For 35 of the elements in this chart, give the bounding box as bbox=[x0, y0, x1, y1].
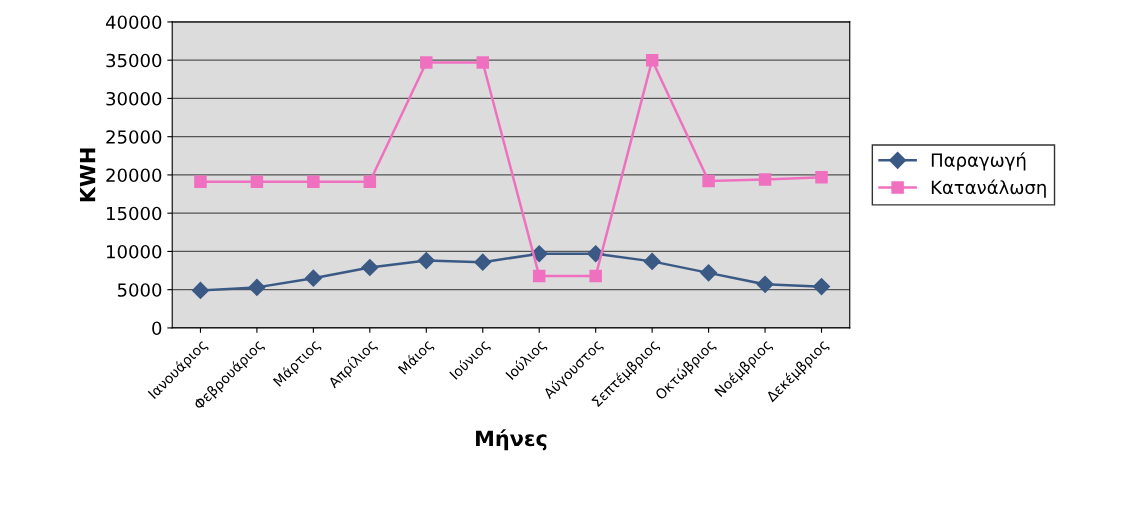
point bbox=[474, 253, 492, 271]
y-tick-label: 30000 bbox=[106, 91, 162, 106]
point bbox=[643, 252, 661, 270]
point bbox=[756, 275, 774, 293]
point bbox=[700, 264, 718, 282]
point bbox=[304, 269, 322, 287]
point bbox=[812, 278, 831, 296]
legend-label: Κατανάλωση bbox=[931, 179, 1046, 198]
y-tick-label: 5000 bbox=[117, 283, 162, 297]
point bbox=[361, 258, 379, 277]
point bbox=[815, 170, 828, 184]
y-tick-label: 10000 bbox=[107, 244, 162, 259]
point bbox=[417, 252, 435, 270]
point bbox=[250, 175, 264, 189]
point bbox=[702, 174, 715, 188]
y-tick-label: 25000 bbox=[106, 130, 162, 144]
y-tick-label: 35000 bbox=[106, 53, 162, 68]
point bbox=[589, 269, 602, 283]
legend-label: Παραγωγή bbox=[931, 152, 1026, 171]
x-axis-title: Μήνες bbox=[476, 429, 547, 451]
point bbox=[363, 175, 377, 189]
point bbox=[476, 56, 490, 69]
y-axis-title: KWH bbox=[79, 148, 96, 202]
point bbox=[420, 56, 433, 69]
y-tick-label: 0 bbox=[152, 321, 162, 336]
y-tick-label: 15000 bbox=[107, 206, 162, 221]
point bbox=[307, 175, 320, 189]
point bbox=[248, 278, 266, 296]
y-tick-label: 20000 bbox=[106, 168, 162, 183]
point bbox=[194, 175, 207, 189]
y-tick-label: 40000 bbox=[105, 15, 162, 30]
point bbox=[758, 173, 772, 186]
point bbox=[191, 281, 209, 299]
point bbox=[532, 269, 546, 283]
point bbox=[645, 53, 659, 67]
